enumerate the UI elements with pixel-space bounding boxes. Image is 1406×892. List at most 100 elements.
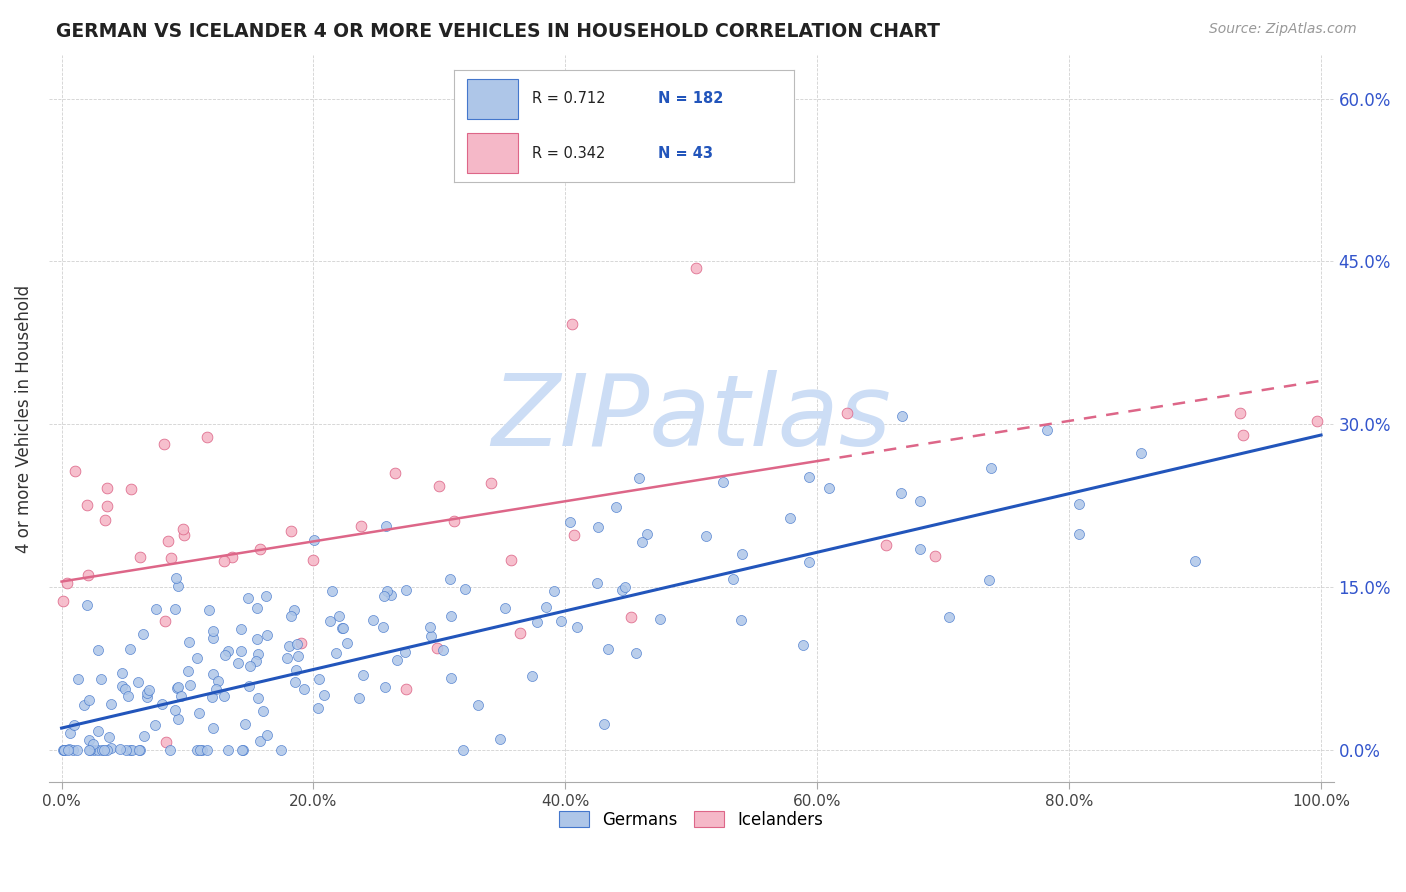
Point (98, 730, 121, 744)
Point (117, 689, 139, 703)
Point (207, 674, 229, 689)
Point (186, 743, 208, 757)
Point (467, 698, 489, 712)
Point (526, 615, 548, 630)
Point (534, 600, 557, 615)
Point (120, 743, 142, 757)
Point (328, 608, 350, 623)
Point (169, 689, 191, 703)
Point (605, 500, 627, 514)
Point (254, 589, 277, 603)
Point (221, 549, 243, 564)
Point (127, 674, 149, 689)
Point (420, 629, 443, 643)
Point (375, 583, 398, 598)
Point (93, 513, 115, 527)
Point (52, 594, 75, 608)
Point (1130, 446, 1153, 460)
Point (205, 682, 228, 697)
Point (136, 690, 159, 705)
Point (624, 646, 647, 660)
Point (612, 583, 634, 598)
Point (440, 672, 463, 686)
Point (138, 682, 160, 697)
Point (201, 624, 224, 639)
Point (87, 724, 110, 739)
Point (188, 706, 211, 720)
Point (977, 573, 1000, 587)
Point (166, 579, 188, 593)
Point (695, 529, 717, 543)
Point (145, 602, 167, 616)
Point (90, 672, 112, 686)
Point (58, 743, 80, 757)
Point (246, 632, 269, 646)
Point (908, 493, 931, 508)
Point (307, 700, 329, 714)
Text: ZIPatlas: ZIPatlas (491, 370, 891, 467)
Point (172, 522, 194, 536)
Point (938, 610, 960, 624)
Point (77, 732, 100, 747)
Point (332, 621, 354, 635)
Point (132, 627, 155, 641)
Point (132, 729, 155, 743)
Point (249, 541, 271, 556)
Point (561, 317, 583, 331)
Point (627, 471, 650, 485)
Point (285, 664, 308, 678)
Point (799, 470, 821, 484)
Point (330, 621, 353, 635)
Point (302, 533, 325, 547)
Point (395, 681, 418, 696)
Point (875, 538, 897, 552)
Point (489, 731, 512, 746)
Point (245, 654, 267, 668)
Point (374, 680, 396, 694)
Point (385, 653, 408, 667)
Point (451, 743, 474, 757)
Point (792, 638, 814, 652)
Point (1229, 406, 1251, 420)
Point (136, 686, 159, 700)
Point (197, 603, 219, 617)
Point (179, 678, 201, 692)
Point (270, 743, 292, 757)
Point (52, 743, 75, 757)
Point (891, 409, 914, 424)
Point (427, 478, 450, 492)
Point (76, 598, 98, 612)
Point (77, 692, 100, 706)
Point (195, 743, 218, 757)
Point (426, 640, 449, 655)
Point (96, 743, 118, 757)
Point (522, 668, 544, 682)
Point (1306, 413, 1329, 427)
Point (143, 718, 166, 732)
Point (312, 689, 335, 703)
Point (91, 743, 114, 757)
Point (153, 614, 176, 628)
Point (238, 591, 260, 606)
Legend: Germans, Icelanders: Germans, Icelanders (553, 805, 831, 836)
Point (195, 430, 218, 444)
Point (186, 650, 208, 665)
Point (636, 526, 658, 541)
Point (479, 475, 502, 490)
Point (129, 743, 152, 757)
Point (177, 634, 200, 648)
Point (980, 461, 1002, 475)
Point (280, 609, 302, 624)
Point (202, 631, 225, 645)
Point (201, 666, 224, 681)
Point (159, 550, 181, 565)
Point (87, 743, 110, 757)
Point (108, 742, 131, 756)
Point (232, 743, 254, 757)
Point (214, 648, 236, 662)
Point (73, 698, 96, 713)
Point (731, 548, 754, 562)
Point (723, 572, 745, 586)
Point (384, 466, 406, 480)
Point (730, 613, 752, 627)
